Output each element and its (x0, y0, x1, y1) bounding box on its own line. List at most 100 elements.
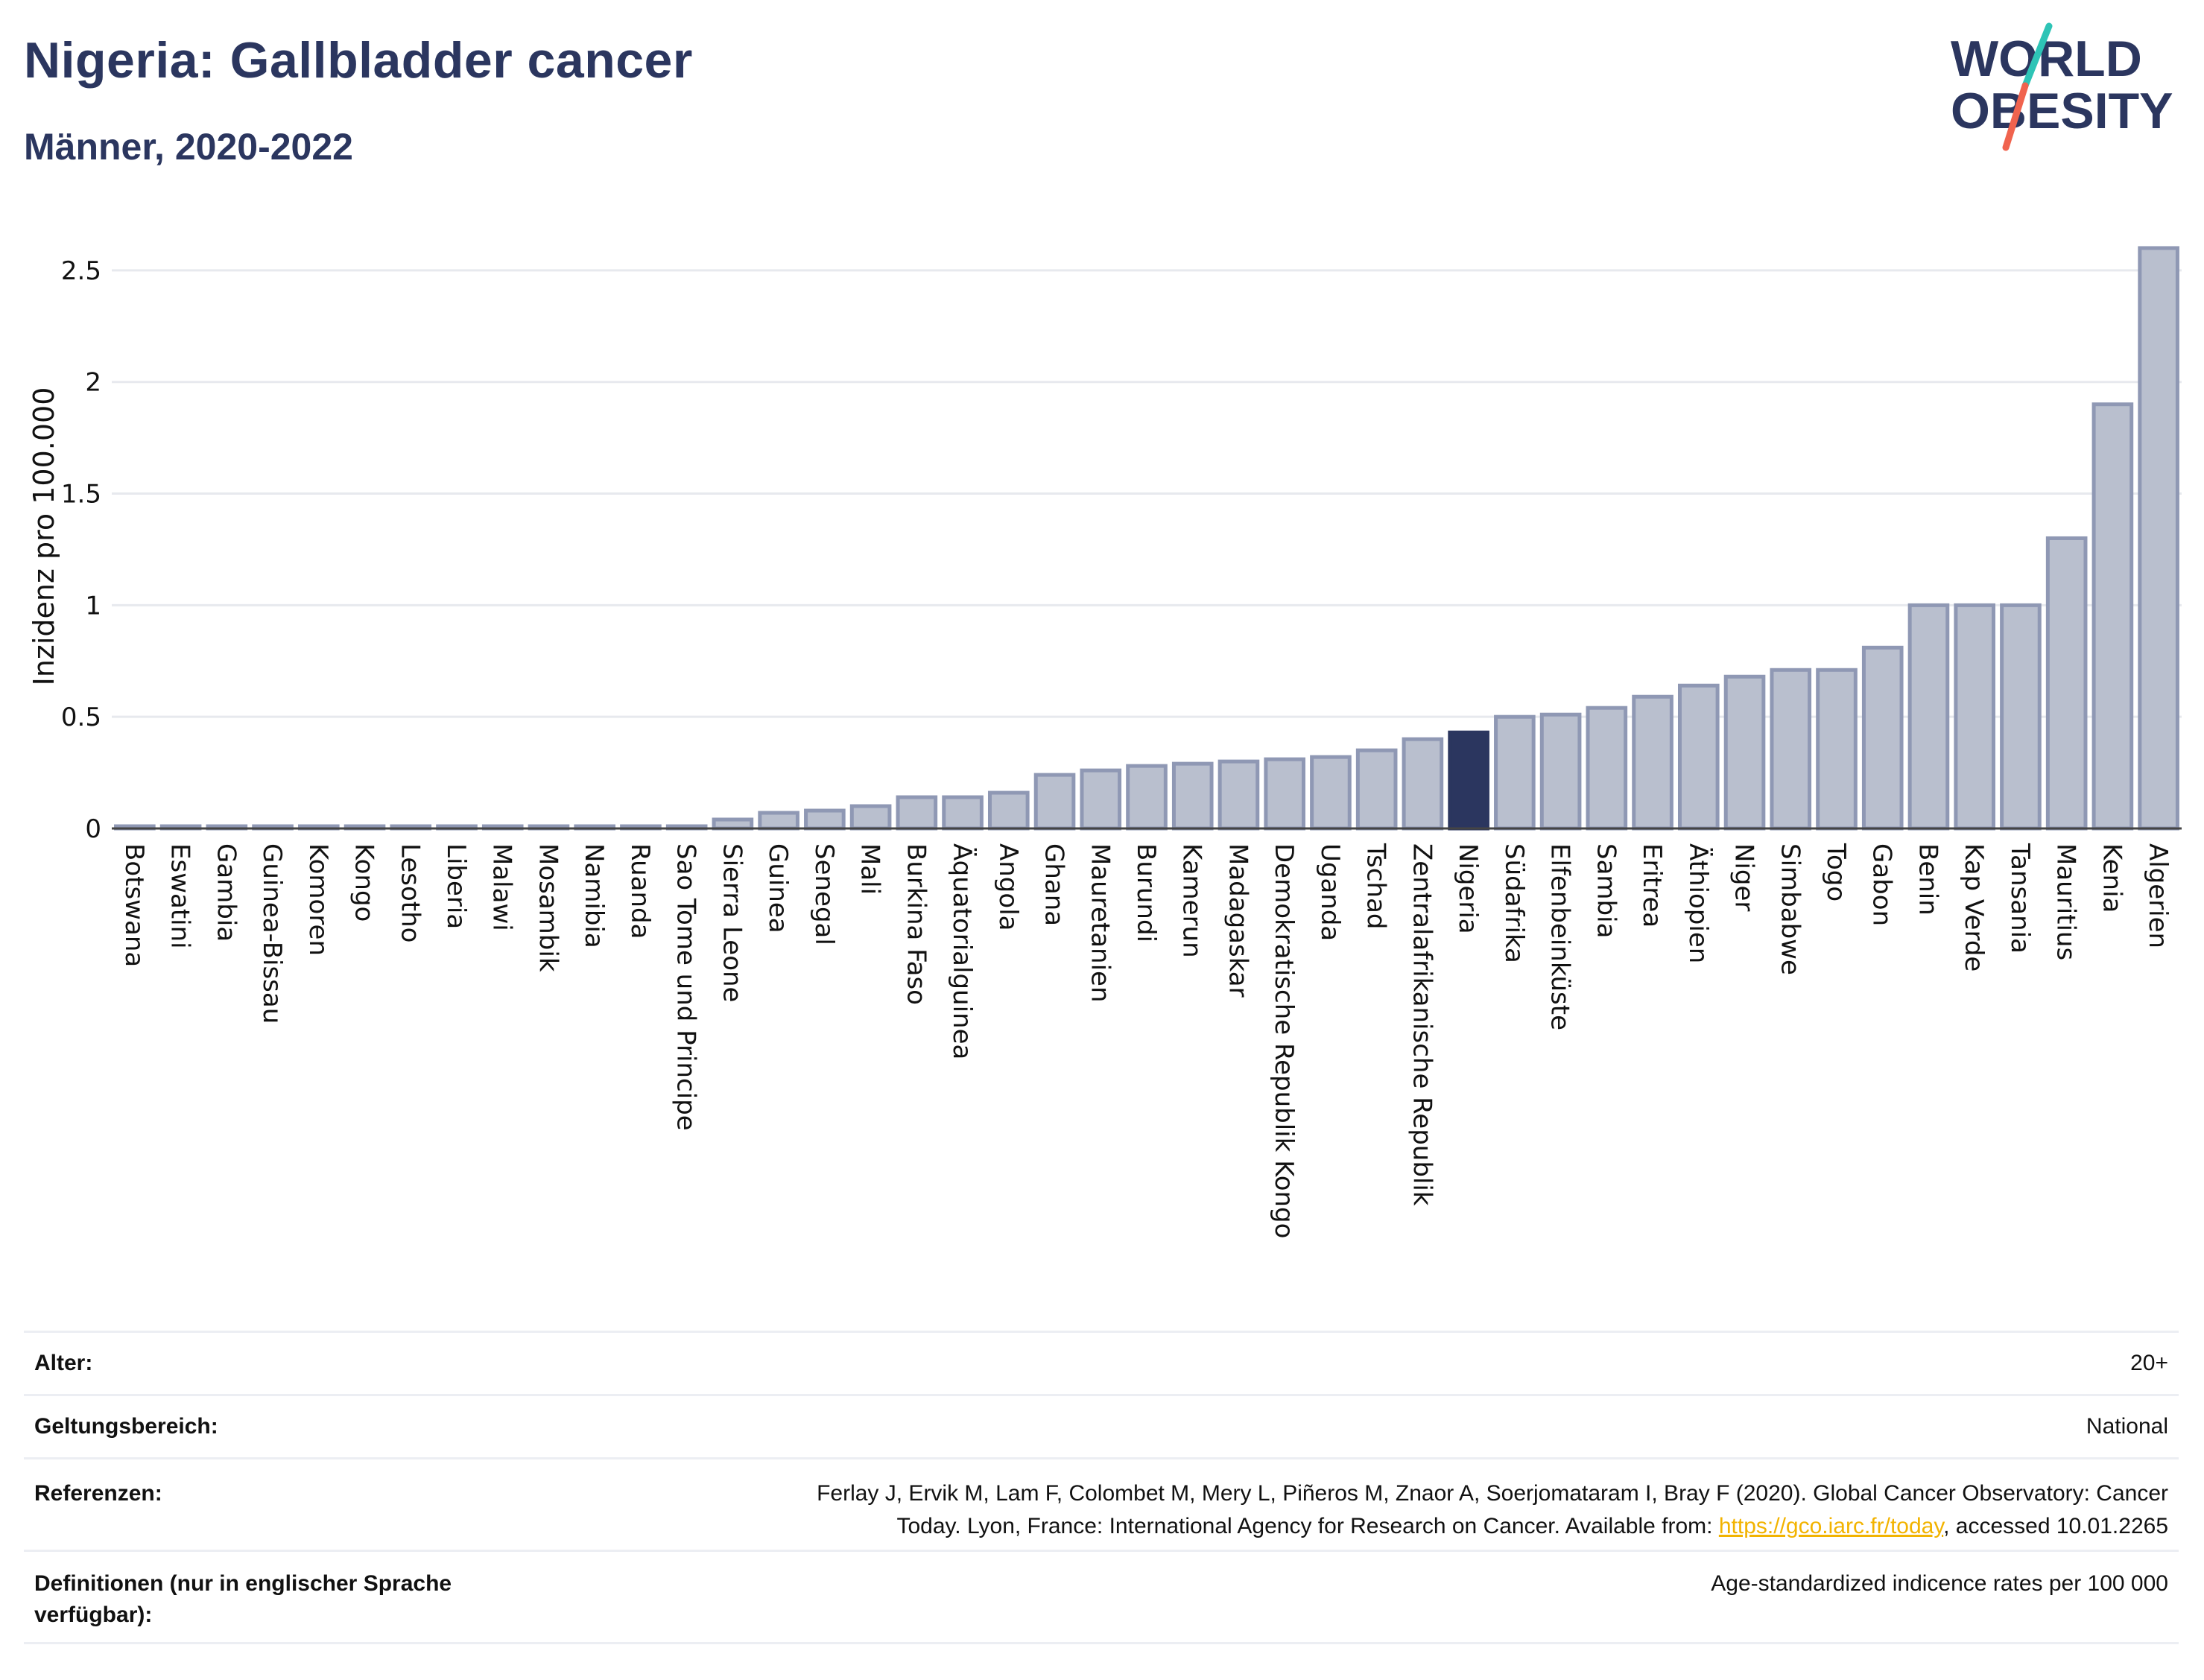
x-tick-label: Uganda (1315, 843, 1345, 941)
info-row-references: Referenzen: Ferlay J, Ervik M, Lam F, Co… (24, 1457, 2179, 1551)
bar-nigeria (1448, 730, 1489, 831)
definitions-value: Age-standardized indicence rates per 100… (566, 1550, 2179, 1644)
x-tick-label: Eritrea (1637, 843, 1667, 928)
x-tick-label: Madagaskar (1223, 843, 1253, 998)
bar-guinea (758, 811, 799, 831)
x-tick-label: Zentralafrikanische Republik (1407, 843, 1437, 1206)
y-tick-label: 2.5 (61, 256, 101, 286)
definitions-label: Definitionen (nur in englischer Sprache … (24, 1550, 566, 1644)
x-tick-label: Algerien (2143, 843, 2173, 948)
x-tick-label: Nigeria (1453, 843, 1483, 934)
bar-äquatorialguinea (942, 795, 984, 831)
x-tick-label: Kongo (349, 843, 379, 922)
x-tick-label: Ruanda (625, 843, 655, 939)
y-tick-label: 1 (85, 591, 101, 621)
y-tick-label: 1.5 (61, 480, 101, 510)
x-tick-label: Komoren (303, 843, 333, 956)
references-accessed: , accessed 10.01.2265 (1943, 1514, 2168, 1538)
y-axis-ticks: 0 0.5 1 1.5 2 2.5 (61, 256, 101, 844)
info-row-age: Alter: 20+ (24, 1331, 2179, 1395)
bars (114, 246, 2179, 831)
x-tick-label: Malawi (487, 843, 517, 931)
x-tick-label: Sierra Leone (717, 843, 747, 1002)
bar-simbabwe (1770, 668, 1812, 831)
age-value: 20+ (566, 1331, 2179, 1395)
bar-sambia (1586, 706, 1628, 831)
age-label: Alter: (24, 1331, 566, 1395)
x-tick-label: Sao Tome und Principe (671, 843, 701, 1131)
bar-ghana (1033, 773, 1076, 831)
chart-subtitle: Männer, 2020-2022 (24, 126, 353, 168)
references-link[interactable]: https://gco.iarc.fr/today (1718, 1514, 1944, 1538)
bar-togo (1816, 668, 1858, 831)
bar-mali (849, 804, 892, 831)
x-tick-label: Elfenbeinküste (1545, 843, 1575, 1030)
x-tick-label: Senegal (809, 843, 839, 945)
bar-demokratische-republik-kongo (1264, 757, 1306, 831)
bar-benin (1907, 603, 1950, 831)
bar-burundi (1126, 764, 1168, 831)
bar-südafrika (1494, 714, 1536, 831)
bar-sierra-leone (712, 817, 754, 831)
bar-äthiopien (1677, 683, 1720, 831)
bar-senegal (804, 808, 846, 831)
x-tick-label: Äquatorialguinea (947, 843, 977, 1059)
references-label: Referenzen: (24, 1457, 566, 1551)
x-tick-label: Guinea-Bissau (257, 843, 287, 1024)
x-tick-label: Angola (993, 843, 1023, 931)
x-tick-label: Burkina Faso (901, 843, 931, 1005)
x-tick-label: Tansania (2005, 843, 2035, 954)
x-tick-label: Kenia (2097, 843, 2127, 913)
x-tick-label: Tschad (1361, 843, 1391, 930)
bar-mauretanien (1080, 768, 1122, 831)
x-tick-label: Sambia (1591, 843, 1621, 938)
references-line-1: Ferlay J, Ervik M, Lam F, Colombet M, Me… (817, 1481, 2168, 1506)
y-tick-label: 0.5 (61, 703, 101, 732)
bar-kap-verde (1954, 603, 1996, 831)
x-tick-label: Demokratische Republik Kongo (1269, 843, 1299, 1238)
world-obesity-logo: WORLD OBESITY (1951, 22, 2173, 151)
x-tick-label: Kamerun (1177, 843, 1207, 958)
x-tick-label: Äthiopien (1683, 843, 1713, 963)
x-tick-label: Kap Verde (1959, 843, 1989, 971)
chart-title: Nigeria: Gallbladder cancer (24, 32, 693, 89)
references-value: Ferlay J, Ervik M, Lam F, Colombet M, Me… (566, 1457, 2179, 1551)
x-tick-label: Gabon (1867, 843, 1897, 926)
bar-algerien (2138, 246, 2179, 831)
x-tick-label: Botswana (119, 843, 149, 967)
bar-kamerun (1171, 761, 1214, 831)
bar-niger (1723, 674, 1766, 831)
bar-burkina-faso (896, 795, 938, 831)
logo-slash-coral (2002, 82, 2029, 151)
y-tick-label: 0 (85, 814, 101, 844)
x-tick-label: Togo (1821, 843, 1851, 901)
x-tick-label: Niger (1729, 843, 1759, 911)
bar-madagaskar (1217, 759, 1260, 831)
bar-uganda (1310, 755, 1352, 831)
bar-tschad (1355, 748, 1398, 831)
bar-mauritius (2045, 536, 2088, 831)
x-tick-label: Burundi (1131, 843, 1161, 942)
info-row-definitions: Definitionen (nur in englischer Sprache … (24, 1550, 2179, 1644)
x-axis-ticks: Botswana Eswatini Gambia Guinea-Bissau Komor… (119, 843, 2173, 1238)
info-row-scope: Geltungsbereich: National (24, 1394, 2179, 1459)
bar-tansania (2000, 603, 2042, 831)
x-tick-label: Liberia (441, 843, 471, 929)
logo-text-obesity: OBESITY (1951, 83, 2173, 139)
x-tick-label: Namibia (579, 843, 609, 948)
x-tick-label: Gambia (211, 843, 241, 942)
bar-kenia (2091, 402, 2134, 831)
x-tick-label: Benin (1913, 843, 1942, 916)
x-tick-label: Mali (855, 843, 885, 895)
references-line-2: Today. Lyon, France: International Agenc… (896, 1514, 1719, 1538)
bar-zentralafrikanische-republik (1402, 737, 1444, 831)
bar-angola (987, 790, 1030, 831)
x-tick-label: Mauritius (2051, 843, 2081, 960)
x-tick-label: Simbabwe (1775, 843, 1805, 975)
logo-slash-teal (2021, 22, 2053, 89)
bar-gabon (1861, 645, 1904, 831)
scope-value: National (566, 1394, 2179, 1459)
x-tick-label: Guinea (763, 843, 793, 933)
bar-chart: 0 0.5 1 1.5 2 2.5 Botswana Eswatini Gambia Guine… (28, 246, 2182, 1238)
info-table: Alter: 20+ Geltungsbereich: National Ref… (24, 1331, 2179, 1644)
